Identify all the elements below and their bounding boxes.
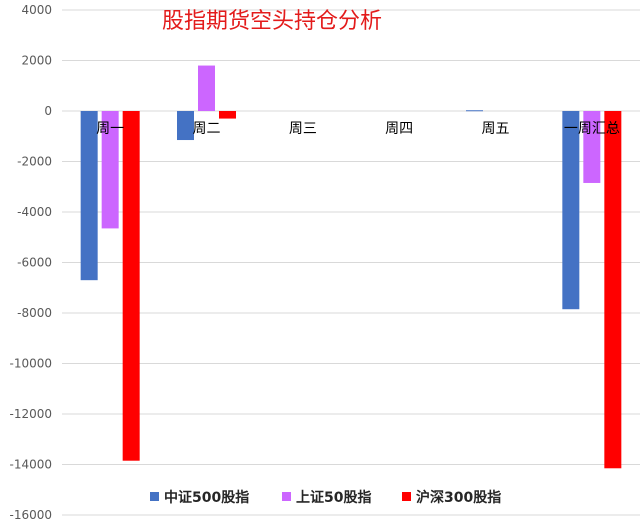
category-labels: 周一 周二 周三 周四 周五 一周汇总 bbox=[96, 121, 620, 137]
y-tick-label: 0 bbox=[44, 104, 52, 118]
y-tick-label: 4000 bbox=[21, 3, 52, 17]
legend-swatch bbox=[402, 492, 411, 501]
category-label: 一周汇总 bbox=[564, 121, 620, 137]
bar bbox=[219, 111, 236, 119]
bar bbox=[122, 111, 140, 461]
y-tick-label: -4000 bbox=[17, 205, 52, 219]
bar bbox=[80, 111, 98, 281]
y-tick-label: -12000 bbox=[9, 407, 52, 421]
bar bbox=[198, 65, 215, 111]
category-label: 周一 bbox=[96, 121, 124, 137]
bars bbox=[80, 65, 622, 469]
bar bbox=[562, 111, 580, 310]
y-tick-label: -14000 bbox=[9, 458, 52, 472]
bar bbox=[604, 111, 622, 469]
y-tick-label: -2000 bbox=[17, 155, 52, 169]
y-tick-label: -8000 bbox=[17, 306, 52, 320]
legend-label: 上证50股指 bbox=[296, 489, 371, 506]
category-label: 周二 bbox=[193, 121, 221, 137]
y-axis-ticks: 4000 2000 0 -2000 -4000 -6000 -8000 -10000 -1200… bbox=[9, 3, 52, 519]
category-label: 周三 bbox=[289, 121, 317, 137]
bar bbox=[101, 111, 119, 229]
legend-label: 中证500股指 bbox=[164, 489, 249, 506]
y-tick-label: 2000 bbox=[21, 54, 52, 68]
grid-lines bbox=[62, 9, 640, 516]
category-label: 周五 bbox=[482, 121, 510, 137]
bar bbox=[466, 110, 483, 112]
y-tick-label: -10000 bbox=[9, 357, 52, 371]
legend: 中证500股指 上证50股指 沪深300股指 bbox=[150, 489, 501, 506]
y-tick-label: -6000 bbox=[17, 256, 52, 270]
legend-swatch bbox=[150, 492, 159, 501]
y-tick-label: -16000 bbox=[9, 508, 52, 519]
category-label: 周四 bbox=[385, 121, 413, 137]
chart-title: 股指期货空头持仓分析 bbox=[162, 9, 382, 34]
bar bbox=[583, 111, 601, 183]
legend-label: 沪深300股指 bbox=[416, 489, 501, 506]
bar bbox=[177, 111, 194, 141]
legend-swatch bbox=[282, 492, 291, 501]
